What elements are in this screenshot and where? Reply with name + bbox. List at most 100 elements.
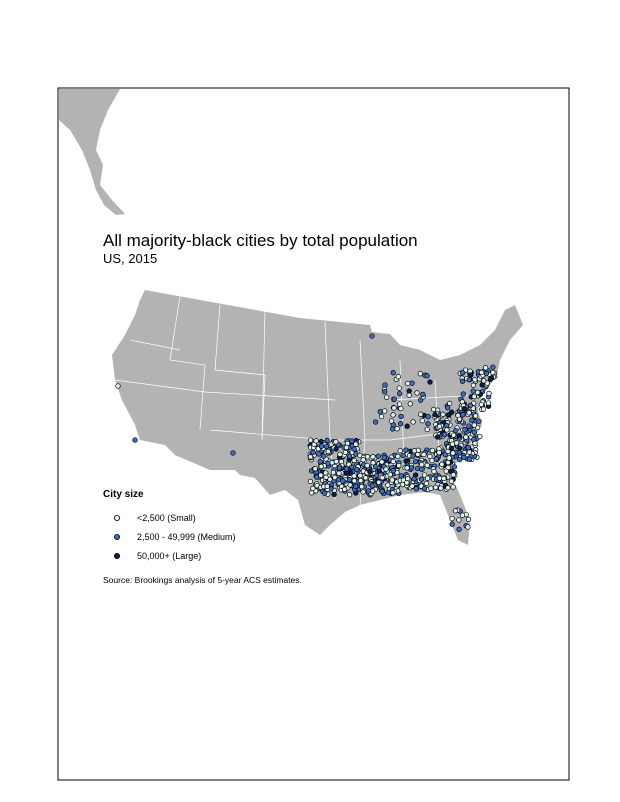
city-dot	[363, 475, 369, 481]
city-dot	[340, 478, 346, 484]
city-dot	[460, 412, 466, 418]
city-dot	[389, 477, 395, 483]
city-dot	[370, 454, 376, 460]
city-dot	[476, 418, 482, 424]
city-dot	[397, 390, 403, 397]
city-dot	[445, 412, 451, 418]
city-dot	[310, 449, 316, 456]
city-dot	[351, 473, 357, 479]
city-dot	[351, 457, 357, 464]
city-dot	[465, 524, 471, 530]
city-dot	[451, 464, 458, 470]
city-dot	[381, 389, 388, 395]
city-dot	[398, 405, 404, 412]
city-dot	[369, 483, 375, 489]
city-dot	[431, 468, 437, 475]
city-dot	[412, 458, 419, 465]
city-dot	[424, 475, 431, 481]
city-dot	[461, 454, 467, 461]
legend-title: City size	[103, 489, 144, 500]
city-dot	[323, 443, 330, 450]
city-dot	[450, 472, 457, 478]
city-dot	[385, 482, 391, 488]
city-dot	[330, 469, 337, 476]
city-dot	[354, 466, 360, 473]
city-dot	[353, 483, 359, 489]
city-dot	[414, 390, 420, 396]
frame	[57, 87, 570, 781]
city-dot	[486, 390, 492, 397]
city-dot	[460, 391, 466, 397]
city-dot	[346, 477, 353, 483]
city-dot	[441, 431, 448, 438]
city-dot	[396, 385, 402, 391]
city-dot	[379, 475, 385, 481]
city-dot	[470, 382, 477, 388]
city-dot	[230, 450, 236, 456]
city-dot	[455, 412, 461, 419]
city-dot	[346, 453, 353, 459]
city-dot	[462, 427, 468, 433]
city-dot	[369, 333, 375, 339]
city-dot	[487, 376, 494, 382]
city-dot	[335, 477, 342, 483]
city-dot	[445, 485, 451, 491]
city-dot	[452, 508, 459, 514]
city-dot	[396, 401, 403, 407]
city-dot	[436, 423, 443, 430]
city-dot	[318, 443, 325, 449]
city-dot	[403, 458, 409, 464]
city-dot	[390, 490, 396, 496]
city-dot	[419, 418, 425, 424]
city-dot	[459, 378, 466, 384]
city-dot	[447, 400, 453, 407]
city-dot	[396, 462, 402, 469]
alaska	[59, 89, 125, 215]
legend-symbol	[114, 553, 121, 560]
city-dot	[331, 491, 337, 498]
city-dot	[440, 411, 446, 417]
legend-label: 2,500 - 49,999 (Medium)	[137, 532, 236, 542]
city-dot	[325, 448, 331, 455]
city-dot	[358, 477, 364, 484]
city-dot	[419, 461, 425, 468]
city-dot	[425, 421, 431, 427]
city-dot	[374, 472, 380, 479]
city-dot	[459, 512, 466, 518]
city-dot	[406, 388, 412, 394]
city-dot	[382, 382, 388, 388]
city-dot	[367, 468, 373, 475]
city-dot	[423, 480, 430, 487]
city-dot	[353, 441, 359, 447]
city-dot	[333, 446, 339, 452]
city-dot	[336, 465, 343, 471]
city-dot	[478, 369, 485, 376]
city-dot	[404, 423, 410, 429]
city-dot	[411, 476, 417, 482]
city-dot	[438, 485, 444, 491]
city-dot	[467, 402, 474, 409]
city-dot	[471, 422, 477, 428]
city-dot	[410, 419, 416, 425]
city-dot	[449, 515, 455, 522]
city-dot	[318, 463, 324, 470]
city-dot	[378, 413, 385, 420]
city-dot	[413, 486, 419, 492]
city-dot	[448, 478, 455, 484]
city-dot	[397, 421, 404, 427]
city-dot	[405, 380, 411, 387]
city-dot	[343, 444, 350, 451]
subtitle: US, 2015	[103, 251, 157, 266]
city-dot	[409, 380, 415, 386]
city-dot	[377, 409, 383, 415]
city-dot	[459, 370, 466, 376]
city-dot	[341, 486, 348, 492]
city-dot	[414, 465, 421, 472]
city-dot	[410, 453, 416, 459]
city-dot	[446, 455, 452, 461]
city-dot	[433, 484, 439, 490]
city-dot	[360, 457, 366, 463]
city-dot	[482, 365, 489, 371]
city-dot	[400, 452, 406, 459]
